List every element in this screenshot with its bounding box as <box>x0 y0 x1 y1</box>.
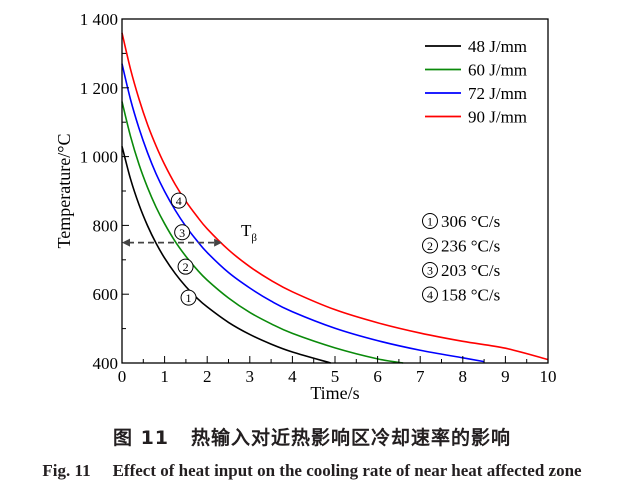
rate-marker-2-circle <box>422 237 438 254</box>
caption-english: Fig. 11 Effect of heat input on the cooli… <box>0 461 624 481</box>
x-tick-label: 9 <box>501 367 510 386</box>
curve-marker-3-circle <box>174 224 191 241</box>
curve-marker-4-circle <box>170 192 187 209</box>
cooling-rate-4: 158 °C/s <box>441 286 500 305</box>
cooling-rate-2: 236 °C/s <box>441 237 500 256</box>
x-tick-label: 10 <box>540 367 557 386</box>
cooling-curve-chart: 48 J/mm 60 J/mm 72 J/mm 90 J/mm Tβ 1 2 3 4 1 306 °… <box>54 10 557 403</box>
caption-en-text: Effect of heat input on the cooling rate… <box>112 461 582 480</box>
rate-marker-1-circle <box>422 213 438 229</box>
legend-label-3: 72 J/mm <box>468 84 527 103</box>
rate-marker-4-number: 4 <box>427 288 433 302</box>
x-tick-label: 2 <box>203 367 212 386</box>
y-tick-label: 400 <box>93 354 119 373</box>
caption-cn-text: 热输入对近热影响区冷却速率的影响 <box>191 427 512 449</box>
x-tick-label: 1 <box>160 367 169 386</box>
rate-marker-3-circle <box>422 262 438 278</box>
series-line-3 <box>121 63 485 363</box>
curve-marker-4-number: 4 <box>176 194 182 208</box>
curve-marker-2-number: 2 <box>183 260 189 274</box>
rate-marker-3-number: 3 <box>427 264 433 278</box>
x-axis-label: Time/s <box>310 383 359 403</box>
x-tick-label: 5 <box>331 367 340 386</box>
legend-label-4: 90 J/mm <box>468 108 527 127</box>
rate-marker-2-number: 2 <box>427 239 433 253</box>
y-tick-label: 600 <box>93 285 119 304</box>
arrow-head-right <box>214 238 223 247</box>
series-line-1 <box>121 146 331 364</box>
x-tick-label: 6 <box>373 367 382 386</box>
legend-label-2: 60 J/mm <box>468 61 527 80</box>
curve-marker-1-circle <box>180 289 197 306</box>
x-tick-label: 0 <box>118 367 127 386</box>
rate-marker-1-number: 1 <box>427 215 433 229</box>
x-tick-label: 4 <box>288 367 297 386</box>
y-tick-label: 1 400 <box>80 10 118 29</box>
rate-marker-4-circle <box>422 286 438 303</box>
t-beta-label: Tβ <box>241 221 257 244</box>
x-tick-label: 7 <box>416 367 425 386</box>
caption-cn-fig: 图 11 <box>112 427 170 449</box>
x-tick-label: 8 <box>459 367 468 386</box>
caption-chinese: 图 11 热输入对近热影响区冷却速率的影响 <box>0 423 624 450</box>
cooling-rate-3: 203 °C/s <box>441 261 500 280</box>
curve-marker-3-number: 3 <box>179 226 185 240</box>
y-tick-label: 1 200 <box>80 79 118 98</box>
series-line-4 <box>121 32 549 361</box>
series-line-2 <box>121 101 404 364</box>
x-tick-label: 3 <box>246 367 255 386</box>
arrow-head-left <box>122 238 130 247</box>
curve-marker-2-circle <box>177 258 194 275</box>
caption-en-fig: Fig. 11 <box>42 461 91 480</box>
y-tick-label: 800 <box>93 216 119 235</box>
legend-label-1: 48 J/mm <box>468 37 527 56</box>
cooling-rate-1: 306 °C/s <box>441 212 500 231</box>
y-axis-label: Temperature/°C <box>54 134 74 249</box>
y-tick-label: 1 000 <box>80 148 118 167</box>
curve-marker-1-number: 1 <box>186 291 192 305</box>
